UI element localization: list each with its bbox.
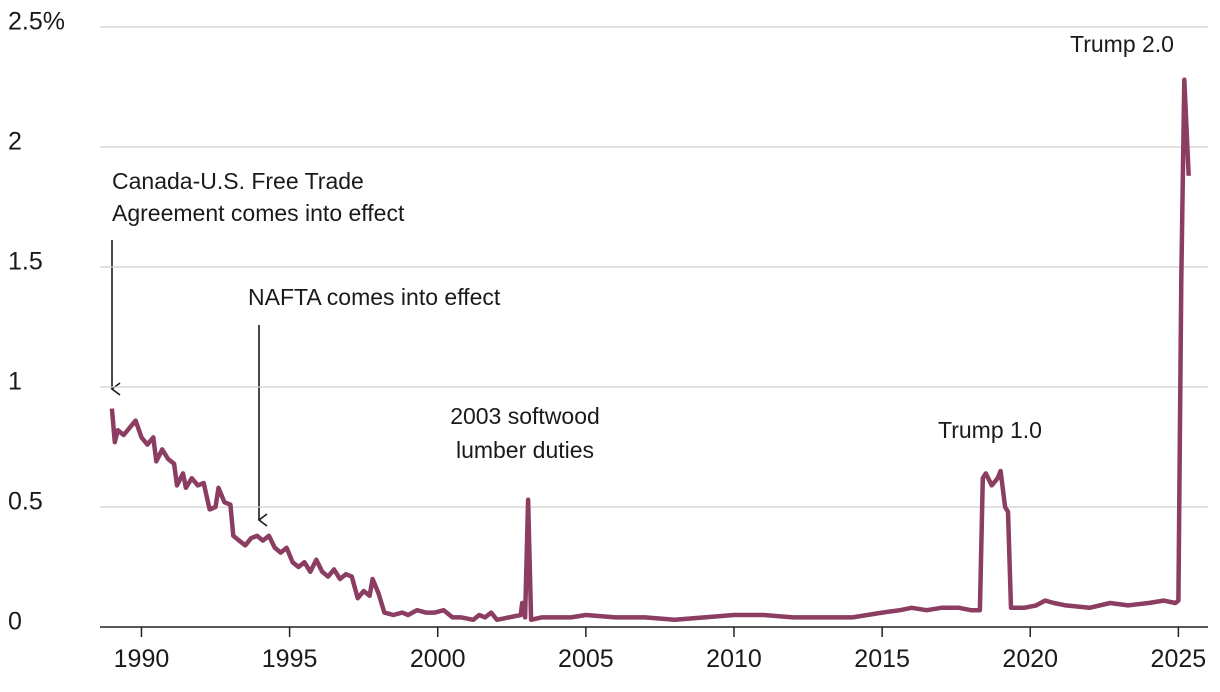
y-tick-label: 2.5%: [8, 8, 65, 36]
x-tick-label: 2000: [410, 645, 466, 673]
x-tick-label: 2005: [558, 645, 614, 673]
x-tick-label: 1995: [262, 645, 318, 673]
annotation: lumber duties: [456, 437, 594, 463]
annotation: Canada-U.S. Free Trade: [112, 168, 364, 194]
annotation: Trump 2.0: [1070, 31, 1174, 57]
x-tick-label: 2025: [1151, 645, 1207, 673]
x-tick-label: 2020: [1002, 645, 1058, 673]
annotation: Trump 1.0: [938, 417, 1042, 443]
annotation: Agreement comes into effect: [112, 200, 405, 226]
y-tick-label: 1: [8, 368, 22, 396]
x-tick-label: 2015: [854, 645, 910, 673]
x-tick-label: 1990: [114, 645, 170, 673]
y-tick-label: 2: [8, 128, 22, 156]
y-tick-label: 1.5: [8, 248, 43, 276]
data-line: [109, 77, 1191, 623]
y-tick-label: 0: [8, 608, 22, 636]
x-tick-label: 2010: [706, 645, 762, 673]
annotation: NAFTA comes into effect: [248, 284, 501, 310]
annotation: 2003 softwood: [450, 403, 600, 429]
y-tick-label: 0.5: [8, 488, 43, 516]
